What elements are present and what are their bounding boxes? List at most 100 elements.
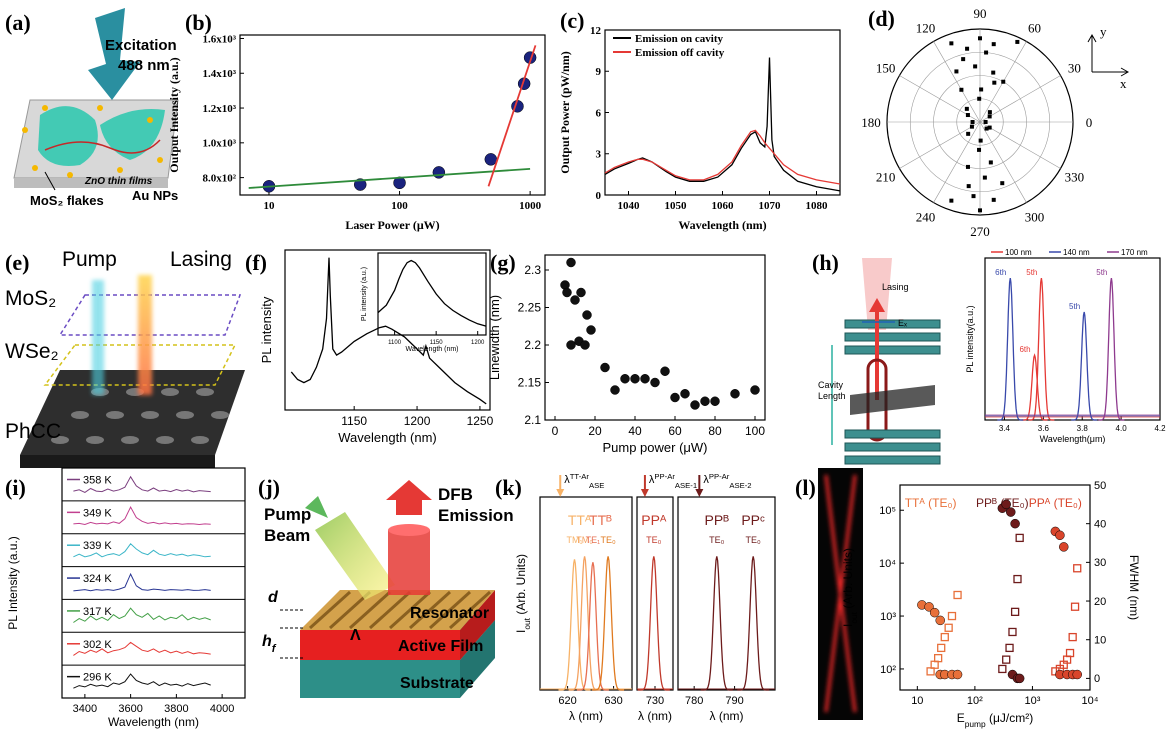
- point: [730, 389, 740, 399]
- y-tick-label: 8.0x10²: [202, 172, 236, 184]
- flake: [850, 385, 935, 415]
- point: [570, 295, 580, 305]
- mode-profile: [824, 474, 857, 713]
- annotation-part: ASE: [589, 481, 604, 490]
- point: [987, 125, 992, 130]
- x-tick-label: 10: [263, 200, 275, 212]
- series-label: 317 K: [83, 606, 112, 618]
- polar-spoke: [933, 121, 981, 203]
- point: [630, 374, 640, 384]
- point: [586, 325, 596, 335]
- point: [432, 166, 446, 179]
- y-axis-label-part: (Arb. Units): [514, 554, 528, 618]
- label-part: f: [272, 643, 277, 655]
- label: ZnO thin films: [84, 176, 153, 187]
- peak: [592, 556, 625, 691]
- point: [1072, 669, 1082, 680]
- x-axis-label: Wavelength (nm): [108, 715, 199, 729]
- panel-label: (b): [185, 10, 212, 35]
- y2-axis-label: FWHM (nm): [1127, 555, 1141, 620]
- y-tick-label: 1.2x10³: [202, 103, 236, 115]
- peak: [737, 556, 770, 691]
- peak-label: 5th: [1096, 268, 1107, 277]
- annotation-part: PP-Ar: [709, 472, 730, 481]
- heading: TTᴬ: [568, 512, 592, 528]
- chart: 0 30 60 90 120 150 180 210 240 270 300 330 y x: [861, 6, 1130, 239]
- wse2-lattice: [43, 344, 237, 386]
- label: Cavity: [818, 380, 844, 390]
- ase-arrow-head: [695, 489, 704, 497]
- point: [949, 198, 954, 203]
- emission-arrow: [386, 480, 432, 515]
- peak-label: TE₀: [709, 535, 725, 545]
- x-tick-label: 1150: [430, 340, 444, 346]
- theta-tick-label: 30: [1068, 61, 1081, 76]
- panel-label: (f): [245, 250, 267, 275]
- point: [940, 632, 949, 642]
- x-tick-label: 60: [668, 424, 682, 438]
- series-label: TTᴬ (TE₀): [905, 496, 957, 510]
- theta-tick-label: 240: [916, 209, 936, 224]
- y2-tick-label: 10: [1094, 635, 1106, 647]
- emission-beam: [388, 530, 430, 595]
- series-label: 324 K: [83, 573, 112, 585]
- point: [977, 147, 982, 152]
- fit-line: [248, 168, 531, 189]
- panel-label: (g): [490, 250, 516, 275]
- label: Substrate: [400, 675, 474, 692]
- plot-frame: [61, 467, 246, 699]
- x-axis-label: Wavelength (nm): [338, 430, 437, 445]
- chart: 3400 3600 3800 4000 Wavelength (nm) PL Intens…: [6, 467, 246, 729]
- point: [944, 623, 953, 632]
- label: Eₓ: [898, 318, 907, 328]
- label: Active Film: [398, 638, 483, 655]
- theta-tick-label: 0: [1086, 115, 1093, 130]
- point: [1068, 632, 1077, 642]
- label: DFB: [438, 485, 473, 504]
- point: [926, 667, 935, 676]
- series-label: PPᴬ (TE₀): [1029, 496, 1082, 510]
- point: [690, 400, 700, 410]
- x-tick-label: 1100: [388, 340, 402, 346]
- point: [998, 664, 1007, 674]
- series-label: 302 K: [83, 639, 112, 651]
- chart: 780 790 λ (nm) TE₀ TE₀ PPᴮ PPᶜ λPP-ArASE-2: [677, 472, 776, 723]
- x-tick-label: 1050: [665, 200, 688, 212]
- point: [1073, 564, 1082, 573]
- x-axis-label-part: E: [957, 711, 965, 725]
- nanoparticles: [22, 105, 163, 178]
- y-tick-label: 2.25: [518, 301, 542, 315]
- legend-label: 170 nm: [1121, 248, 1148, 257]
- point: [965, 46, 970, 51]
- point: [961, 57, 966, 62]
- y-tick-label: 1.6x10³: [202, 33, 236, 45]
- label: hf: [262, 633, 277, 655]
- annotation-part: λ: [564, 474, 570, 486]
- point: [1005, 643, 1014, 653]
- polar-spoke: [979, 75, 1061, 123]
- y-axis-label: Linewidth (nm): [487, 295, 502, 380]
- chart: 1040 1050 1060 1070 1080 0 3 6 9 12 Wavelength (nm…: [558, 25, 841, 232]
- point: [1059, 542, 1069, 552]
- label: MoS₂ flakes: [30, 193, 104, 208]
- label: Emission: [438, 506, 514, 525]
- point: [750, 385, 760, 395]
- line: [73, 572, 211, 592]
- annotation-part: TT-Ar: [570, 472, 590, 481]
- point: [930, 660, 939, 669]
- point: [933, 653, 943, 663]
- point: [979, 87, 984, 92]
- chart: 10 10² 10³ 10⁴ 10² 10³ 10⁴ 10⁵ 0 10 20 30 40 50 Epump …: [841, 480, 1141, 729]
- y-tick-label: 9: [596, 66, 602, 78]
- x-tick-label: 3800: [164, 703, 188, 715]
- chart: 3.4 3.6 3.8 4.0 4.2 Wavelength(μm) PL intensit…: [965, 248, 1166, 444]
- series-label: 358 K: [83, 475, 112, 487]
- line: [73, 607, 211, 623]
- x-axis-label: Wavelength (nm): [678, 218, 766, 232]
- x-tick-label: 4.0: [1116, 424, 1128, 433]
- x-tick-label: 3400: [73, 703, 97, 715]
- y-tick-label: 10⁵: [879, 505, 896, 517]
- excitation-arrow: [88, 8, 140, 100]
- series-label: 339 K: [83, 540, 112, 552]
- point: [566, 340, 576, 350]
